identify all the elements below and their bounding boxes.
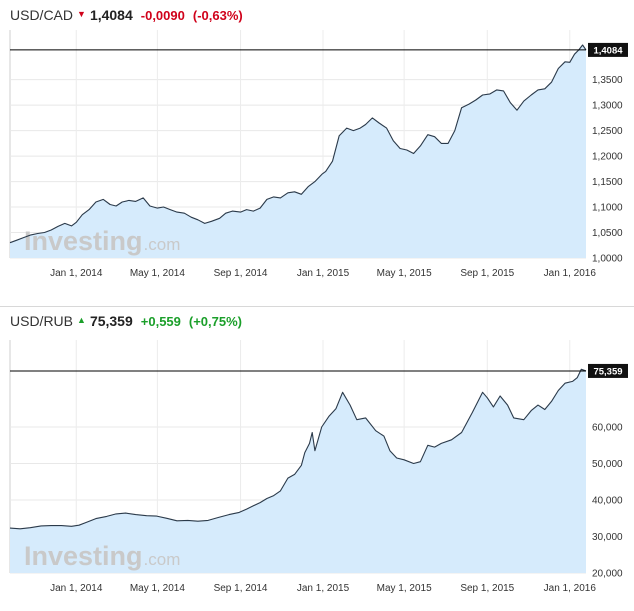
y-tick-label: 1,0500 xyxy=(592,228,623,239)
x-tick-label: May 1, 2015 xyxy=(377,268,432,279)
investing-watermark-suffix: .com xyxy=(144,550,181,569)
usdrub-quote-header: USD/RUB ▲ 75,359 +0,559 (+0,75%) xyxy=(10,310,242,330)
y-tick-label: 1,1500 xyxy=(592,177,623,188)
y-tick-label: 30,000 xyxy=(592,532,623,543)
x-tick-label: Jan 1, 2014 xyxy=(50,583,103,594)
usdrub-symbol[interactable]: USD/RUB xyxy=(10,313,74,329)
usdcad-chart-panel: USD/CAD ▼ 1,4084 -0,0090 (-0,63%) 1,0000 1,05… xyxy=(0,0,634,300)
x-tick-label: May 1, 2014 xyxy=(130,268,185,279)
x-tick-label: Jan 1, 2014 xyxy=(50,268,103,279)
y-tick-label: 60,000 xyxy=(592,423,623,434)
y-tick-label: 40,000 xyxy=(592,496,623,507)
investing-watermark-suffix: .com xyxy=(144,235,181,254)
y-tick-label: 50,000 xyxy=(592,459,623,470)
usdcad-quote-header: USD/CAD ▼ 1,4084 -0,0090 (-0,63%) xyxy=(10,4,243,24)
panel-divider xyxy=(0,306,634,307)
x-tick-label: Jan 1, 2015 xyxy=(297,268,350,279)
y-tick-label: 1,2000 xyxy=(592,152,623,163)
y-tick-label: 1,1000 xyxy=(592,203,623,214)
last-value-label: 1,4084 xyxy=(593,45,623,56)
investing-watermark: Investing xyxy=(24,226,143,256)
x-tick-label: May 1, 2014 xyxy=(130,583,185,594)
series-area-fill xyxy=(10,369,586,573)
series-line xyxy=(9,368,587,530)
usdrub-chart-panel: USD/RUB ▲ 75,359 +0,559 (+0,75%) 20,000 30,00… xyxy=(0,306,634,611)
x-tick-label: Sep 1, 2015 xyxy=(460,268,514,279)
up-arrow-icon: ▲ xyxy=(77,315,86,325)
y-tick-label: 1,2500 xyxy=(592,126,623,137)
x-tick-label: Sep 1, 2014 xyxy=(214,583,268,594)
series-line xyxy=(9,44,587,244)
y-tick-label: 1,3000 xyxy=(592,101,623,112)
x-tick-label: Jan 1, 2016 xyxy=(544,583,597,594)
usdrub-last-price: 75,359 xyxy=(89,313,133,329)
down-arrow-icon: ▼ xyxy=(77,9,86,19)
investing-watermark: Investing xyxy=(24,541,143,571)
last-value-label: 75,359 xyxy=(593,366,622,377)
usdrub-chart[interactable]: 20,000 30,000 40,000 50,000 60,000 Jan 1, 201… xyxy=(0,306,634,611)
last-value-badge xyxy=(588,363,628,378)
x-tick-label: Sep 1, 2015 xyxy=(460,583,514,594)
last-value-badge xyxy=(588,42,628,57)
x-tick-label: Sep 1, 2014 xyxy=(214,268,268,279)
usdcad-change-percent: (-0,63%) xyxy=(192,8,243,23)
y-tick-label: 1,3500 xyxy=(592,75,623,86)
usdrub-change: +0,559 xyxy=(140,314,181,329)
usdrub-change-percent: (+0,75%) xyxy=(188,314,243,329)
x-tick-label: Jan 1, 2015 xyxy=(297,583,350,594)
series-area-fill xyxy=(10,45,586,258)
usdcad-change: -0,0090 xyxy=(140,8,185,23)
usdcad-chart[interactable]: 1,0000 1,0500 1,1000 1,1500 1,2000 1,2500 1,30… xyxy=(0,0,634,300)
x-tick-label: Jan 1, 2016 xyxy=(544,268,597,279)
usdcad-last-price: 1,4084 xyxy=(89,7,133,23)
y-tick-label: 1,0000 xyxy=(592,254,623,265)
x-tick-label: May 1, 2015 xyxy=(377,583,432,594)
y-tick-label: 20,000 xyxy=(592,569,623,580)
usdcad-symbol[interactable]: USD/CAD xyxy=(10,7,74,23)
